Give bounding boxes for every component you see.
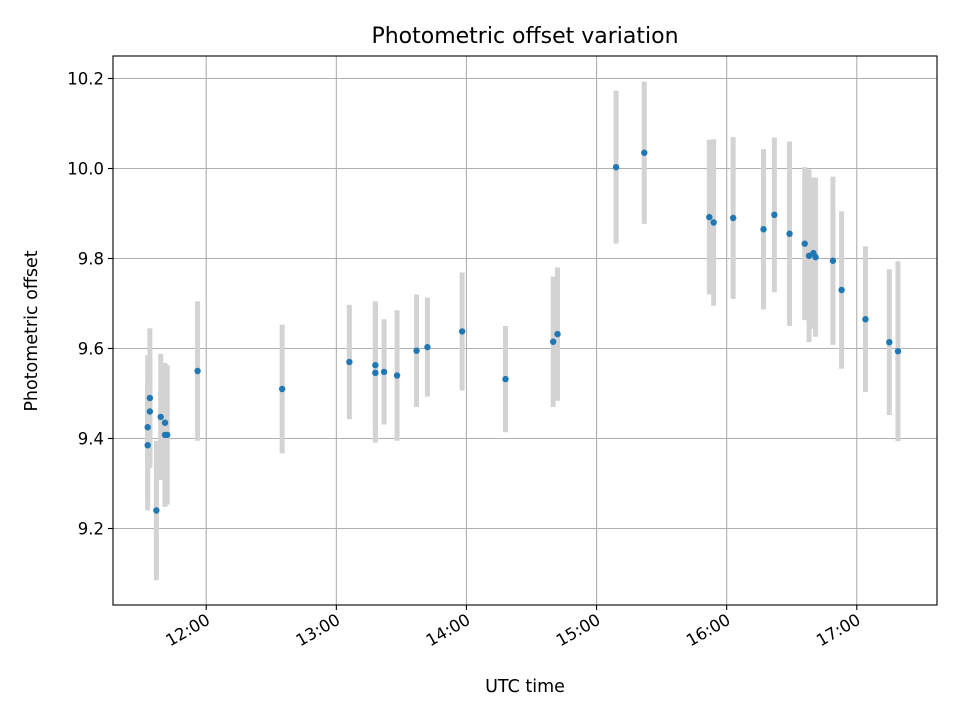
- data-point: [380, 368, 388, 376]
- data-point: [278, 385, 286, 393]
- data-point: [153, 507, 160, 514]
- y-axis-label: Photometric offset: [22, 250, 42, 411]
- data-point: [161, 419, 169, 426]
- data-point: [641, 149, 648, 156]
- x-tick-label: 13:00: [293, 610, 344, 650]
- data-point: [164, 431, 171, 439]
- y-tick-label: 9.4: [78, 430, 104, 449]
- y-tick-label: 10.2: [67, 70, 104, 89]
- data-point: [194, 367, 201, 375]
- data-point: [549, 338, 557, 345]
- data-point: [706, 213, 713, 221]
- data-point: [801, 240, 808, 247]
- data-point: [372, 361, 379, 369]
- x-axis-label: UTC time: [485, 677, 565, 697]
- data-point: [760, 226, 767, 233]
- data-point: [812, 253, 819, 261]
- data-point: [554, 330, 561, 338]
- y-tick-label: 9.8: [78, 250, 104, 269]
- x-tick-label: 17:00: [813, 610, 864, 650]
- plot-area-frame: [112, 55, 938, 606]
- axis-ticks: 12:00 13:00 14:00 15:00 16:00 17:00 9.2 9.4 9.6 9…: [67, 70, 864, 651]
- y-tick-label: 9.2: [78, 520, 104, 539]
- data-point: [458, 328, 466, 335]
- data-point: [502, 375, 509, 383]
- x-tick-label: 15:00: [553, 610, 604, 650]
- data-point: [144, 442, 151, 449]
- x-tick-label: 16:00: [683, 610, 734, 650]
- data-point: [886, 339, 893, 346]
- data-point: [157, 413, 164, 421]
- grid: [113, 56, 937, 605]
- data-point: [862, 316, 869, 323]
- data-point: [838, 286, 845, 294]
- error-bars: [145, 81, 901, 581]
- data-point: [710, 219, 717, 226]
- data-point: [144, 424, 151, 431]
- chart-title: Photometric offset variation: [371, 24, 678, 49]
- y-tick-label: 10.0: [67, 160, 104, 179]
- data-point: [729, 214, 737, 222]
- data-point: [146, 408, 154, 415]
- data-point: [372, 369, 379, 376]
- data-point: [346, 358, 353, 366]
- data-point: [771, 211, 778, 219]
- data-point: [146, 394, 154, 402]
- data-point: [413, 347, 420, 354]
- data-point: [829, 257, 837, 264]
- x-tick-label: 12:00: [163, 610, 214, 650]
- data-point: [612, 163, 620, 171]
- y-tick-label: 9.6: [78, 340, 104, 359]
- data-points: [144, 149, 902, 514]
- data-point: [424, 343, 431, 351]
- data-point: [786, 230, 793, 237]
- x-tick-label: 14:00: [423, 610, 474, 650]
- data-point: [894, 348, 902, 355]
- data-point: [393, 372, 401, 379]
